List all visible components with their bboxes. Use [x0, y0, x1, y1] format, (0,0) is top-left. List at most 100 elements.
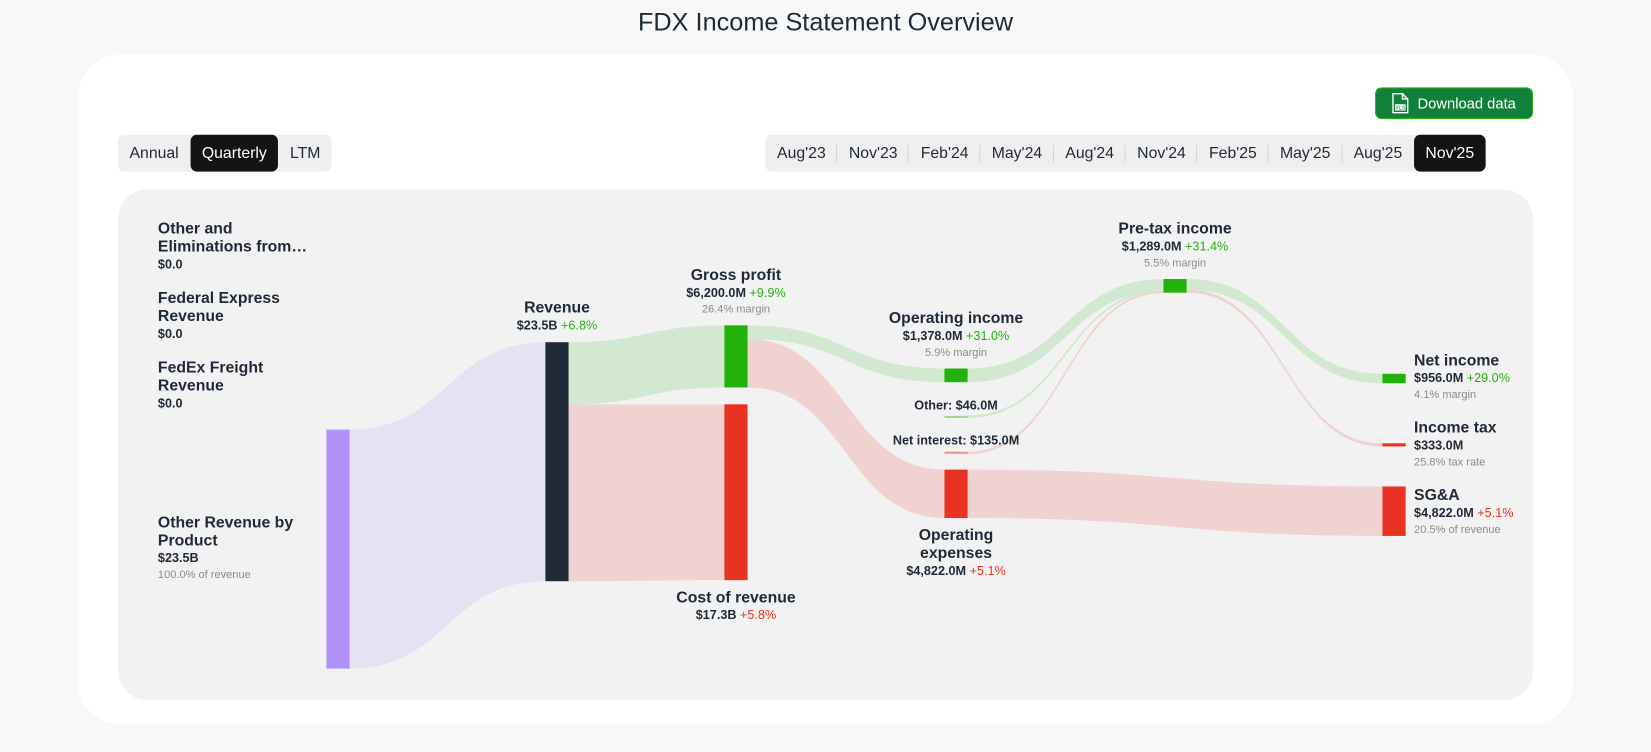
- node-label-operating-income: Operating income $1,378.0M +31.0% 5.9% m…: [889, 310, 1023, 361]
- label-title: Gross profit: [690, 266, 782, 285]
- label-title: Income tax: [1414, 419, 1497, 437]
- label-value: $1,378.0M: [902, 328, 963, 344]
- label-title: Product: [157, 531, 218, 550]
- period-feb24[interactable]: Feb'24: [909, 135, 981, 172]
- label-sub: 25.8% tax rate: [1414, 455, 1486, 469]
- label-change: +9.9%: [749, 285, 786, 301]
- period-type-annual[interactable]: Annual: [129, 144, 179, 163]
- node-label-eliminations: Other and Eliminations from… $0.0: [158, 220, 307, 274]
- label-sub: 5.5% margin: [1144, 256, 1207, 270]
- label-value: $0.0: [157, 395, 183, 411]
- label-value: $1,289.0M: [1121, 239, 1182, 254]
- sankey-node-opex: [944, 469, 968, 519]
- sankey-node-net: [1382, 373, 1406, 384]
- node-label-pretax-income: Pre-tax income $1,289.0M +31.4% 5.5% mar…: [1118, 220, 1231, 271]
- period-aug25[interactable]: Aug'25: [1353, 144, 1403, 163]
- period-nov25[interactable]: Nov'25: [1413, 134, 1486, 172]
- sankey-node-pretax: [1163, 279, 1187, 293]
- period-nov24[interactable]: Nov'24: [1126, 135, 1198, 172]
- label-sub: 100.0% of revenue: [157, 568, 251, 582]
- period-type-toggle: Annual Quarterly LTM: [117, 134, 332, 172]
- label-value: $6,200.0M: [686, 285, 746, 301]
- sankey-link-otherrev-to-revenue: [349, 342, 546, 669]
- period-aug24[interactable]: Aug'24: [1054, 135, 1126, 172]
- node-label-sga: SG&A $4,822.0M +5.1% 20.5% of revenue: [1414, 486, 1513, 537]
- node-label-net-income: Net income $956.0M +29.0% 4.1% margin: [1414, 352, 1510, 403]
- node-label-net-interest: Net interest: $135.0M: [892, 432, 1020, 448]
- period-may25[interactable]: May'25: [1268, 135, 1342, 172]
- label-value: $333.0M: [1414, 438, 1464, 453]
- label-title: Revenue: [157, 376, 224, 395]
- label-change: +5.1%: [969, 563, 1006, 579]
- sankey-link-gross-to-opinc: [747, 325, 945, 383]
- sankey-node-other: [944, 415, 968, 419]
- svg-text:XLS: XLS: [1396, 106, 1407, 112]
- sankey-node-cor: [724, 404, 748, 581]
- sankey-node-netint: [944, 451, 968, 454]
- label-sub: 5.9% margin: [924, 346, 988, 360]
- label-value: $0.0: [157, 326, 183, 342]
- node-label-revenue: Revenue $23.5B +6.8%: [517, 299, 597, 335]
- period-nov23[interactable]: Nov'23: [837, 135, 910, 172]
- node-label-other-revenue: Other Revenue by Product $23.5B 100.0% o…: [158, 514, 293, 582]
- label-title: Federal Express: [157, 289, 280, 308]
- label-title: Pre-tax income: [1118, 220, 1232, 238]
- label-title: Revenue: [157, 307, 224, 326]
- period-type-quarterly[interactable]: Quarterly: [190, 134, 279, 172]
- period-may24[interactable]: May'24: [980, 135, 1054, 172]
- label-title: Other Revenue by: [157, 513, 294, 532]
- node-label-fedex-freight: FedEx Freight Revenue $0.0: [158, 359, 263, 413]
- download-data-label: Download data: [1417, 94, 1516, 112]
- sankey-link-pretax-to-net: [1186, 279, 1383, 384]
- node-label-operating-expenses: Operating expenses $4,822.0M +5.1%: [906, 526, 1005, 580]
- sankey-node-otherrev: [326, 429, 350, 669]
- node-label-cost-of-revenue: Cost of revenue $17.3B +5.8%: [676, 589, 795, 625]
- period-aug23[interactable]: Aug'23: [765, 135, 838, 172]
- label-title: SG&A: [1414, 486, 1460, 505]
- label-change: +6.8%: [561, 317, 598, 333]
- label-value: $0.0: [157, 256, 183, 272]
- label-title: expenses: [920, 544, 993, 563]
- xls-file-icon: XLS: [1392, 93, 1409, 114]
- sankey-node-gross: [724, 325, 748, 388]
- label-sub: 20.5% of revenue: [1414, 523, 1501, 536]
- label-change: +5.8%: [740, 607, 777, 623]
- node-label-income-tax: Income tax $333.0M 25.8% tax rate: [1414, 419, 1497, 470]
- label-title: Cost of revenue: [676, 588, 796, 607]
- label-value: $4,822.0M: [1414, 505, 1474, 521]
- sankey-node-tax: [1382, 443, 1406, 447]
- period-feb25[interactable]: Feb'25: [1197, 135, 1269, 172]
- label-value: $23.5B: [157, 550, 199, 566]
- sankey-link-revenue-to-gross: [568, 325, 725, 405]
- label-value: $17.3B: [695, 607, 737, 623]
- label-change: +5.1%: [1477, 505, 1514, 521]
- label-sub: 26.4% margin: [701, 303, 771, 316]
- label-value: $956.0M: [1414, 370, 1464, 386]
- sankey-link-revenue-to-cor: [568, 404, 725, 582]
- label-value: $23.5B: [516, 317, 558, 333]
- node-label-other: Other: $46.0M: [914, 397, 998, 413]
- sankey-node-opinc: [944, 368, 968, 383]
- page-title: FDX Income Statement Overview: [637, 8, 1013, 37]
- period-type-ltm[interactable]: LTM: [289, 144, 321, 163]
- label-change: +29.0%: [1466, 370, 1510, 386]
- label-value: $4,822.0M: [906, 563, 967, 579]
- label-sub: 4.1% margin: [1414, 388, 1477, 402]
- sankey-node-revenue: [545, 342, 569, 582]
- sankey-link-pretax-to-tax: [1186, 289, 1383, 447]
- sankey-link-opinc-to-pretax: [967, 279, 1164, 383]
- label-title: Operating: [918, 526, 994, 545]
- label-title: FedEx Freight: [157, 359, 264, 377]
- sankey-node-sga: [1382, 486, 1406, 536]
- label-title: Revenue: [524, 299, 590, 317]
- download-data-button[interactable]: XLS Download data: [1375, 87, 1534, 119]
- node-label-federal-express: Federal Express Revenue $0.0: [158, 290, 280, 344]
- label-change: +31.0%: [966, 328, 1010, 344]
- period-selector: Aug'23 Nov'23 Feb'24 May'24 Aug'24 Nov'2…: [765, 134, 1486, 172]
- label-title: Eliminations from…: [157, 237, 308, 256]
- label-title: Operating income: [888, 309, 1024, 328]
- sankey-link-gross-to-opex: [747, 339, 945, 519]
- label-title: Net income: [1414, 351, 1500, 370]
